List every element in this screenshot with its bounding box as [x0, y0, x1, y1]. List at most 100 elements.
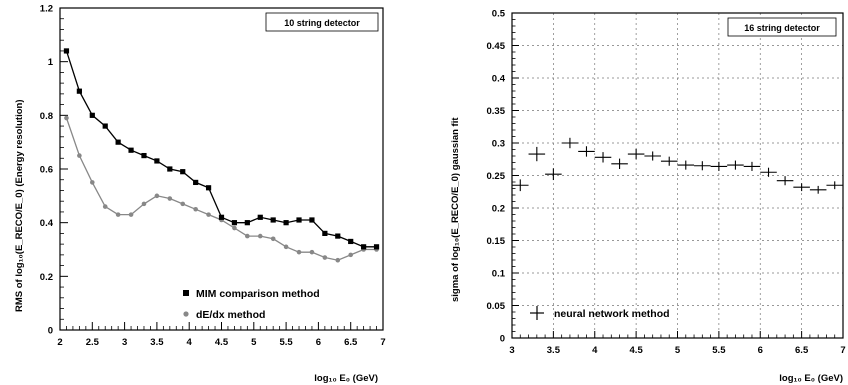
data-point [309, 217, 315, 223]
y-axis-label: RMS of log₁₀(E_RECO/E_0) (Energy resolut… [14, 100, 25, 312]
data-point [270, 217, 276, 223]
x-tick-label: 3 [122, 337, 127, 348]
y-tick-label: 1.2 [40, 4, 53, 15]
y-tick-label: 0.5 [492, 9, 506, 20]
x-tick-label: 7 [380, 337, 385, 348]
data-point [77, 153, 82, 158]
series-line-1 [65, 117, 377, 261]
y-tick-label: 0.05 [487, 301, 506, 312]
y-tick-label: 0.15 [487, 236, 506, 247]
title-box-frame [727, 17, 837, 37]
x-tick-label: 3.5 [547, 345, 561, 356]
data-point [64, 115, 69, 121]
legend-label: neural network method [554, 308, 670, 320]
data-point [361, 244, 367, 250]
x-tick-label: 2 [57, 337, 62, 348]
data-point [76, 88, 82, 94]
data-point [128, 147, 134, 153]
data-point [322, 230, 328, 236]
x-tick-label: 2.5 [86, 337, 100, 348]
chart-1: 3 3.5 4 4.5 5 5.5 6 6.5 7 0 0.05 0.1 0.15 0.2 0.25 0.3 0… [450, 9, 846, 385]
x-tick-label: 6 [758, 345, 763, 356]
x-axis-label: log₁₀ E₀ (GeV) [314, 373, 378, 384]
legend-marker-mim [183, 290, 189, 296]
y-tick-label: 0.25 [487, 171, 506, 182]
data-point [218, 214, 225, 220]
data-point [348, 252, 354, 258]
data-point [335, 257, 341, 263]
x-tick-label: 6 [316, 337, 321, 348]
data-point [244, 220, 250, 226]
legend: neural network method [530, 306, 670, 320]
y-tick-label: 0.4 [40, 218, 54, 229]
x-tick-label: 3 [509, 345, 514, 356]
data-point [245, 233, 250, 239]
legend: MIM comparison method dE/dx method [183, 288, 320, 321]
x-tick-label: 5 [251, 337, 257, 348]
data-point [257, 214, 263, 220]
y-axis-label: sigma of log₁₀(E_RECO/E_0) gaussian fit [450, 117, 461, 302]
y-tick-label: 0.2 [40, 272, 53, 283]
data-point [283, 220, 289, 226]
data-point [270, 236, 276, 242]
x-axis-label: log₁₀ E₀ (GeV) [779, 373, 843, 384]
y-tick-label: 0.6 [40, 165, 53, 176]
data-point [167, 196, 173, 201]
title-box-frame [265, 12, 379, 32]
x-tick-label: 5.5 [279, 337, 293, 348]
data-point [283, 244, 289, 250]
y-tick-label: 0.45 [487, 41, 506, 52]
data-point [102, 123, 108, 129]
y-tick-label: 0.1 [492, 269, 506, 280]
x-tick-label: 7 [840, 345, 845, 356]
data-point [128, 212, 134, 217]
data-point [115, 212, 121, 217]
data-point [231, 220, 238, 226]
plot-frame [59, 7, 384, 331]
chart-0: 2 2.5 3 3.5 4 4.5 5 5.5 6 6.5 7 0 0.2 0.4 0.6 0.8 1 1.2 10… [14, 4, 386, 385]
data-point [115, 139, 121, 145]
data-point [335, 233, 341, 239]
data-point [180, 201, 186, 207]
chart-title-box: 10 string detector [265, 12, 379, 32]
y-tick-label: 0 [48, 326, 53, 337]
x-tick-label: 6.5 [795, 345, 809, 356]
y-tick-label: 0.3 [492, 139, 505, 150]
legend-marker-dedx [183, 311, 189, 317]
legend-label: MIM comparison method [196, 288, 320, 300]
data-point [257, 233, 263, 239]
data-point [232, 225, 237, 231]
data-point [205, 185, 212, 191]
data-point [373, 244, 380, 250]
data-point [348, 238, 354, 245]
data-point [89, 112, 95, 118]
x-tick-label: 4.5 [630, 345, 644, 356]
y-tick-label: 0.8 [40, 111, 53, 122]
y-tick-label: 0.35 [487, 106, 506, 117]
data-point [167, 166, 173, 172]
data-point [102, 204, 108, 209]
y-tick-label: 1 [48, 57, 54, 68]
legend-label: dE/dx method [196, 309, 265, 321]
chart-title: 16 string detector [744, 23, 820, 33]
data-point [141, 201, 147, 207]
y-tick-label: 0.2 [492, 204, 505, 215]
y-tick-label: 0.4 [492, 74, 506, 85]
data-point [141, 152, 147, 159]
data-point [154, 193, 160, 199]
x-tick-label: 4 [592, 345, 598, 356]
data-point [63, 48, 70, 54]
x-tick-label: 3.5 [150, 337, 164, 348]
chart-title-box: 16 string detector [727, 17, 837, 37]
chart-title: 10 string detector [284, 18, 360, 28]
y-tick-label: 0 [500, 334, 505, 345]
x-tick-label: 4 [187, 337, 193, 348]
x-tick-label: 5 [675, 345, 681, 356]
x-tick-label: 5.5 [712, 345, 726, 356]
data-point [296, 217, 302, 223]
data-point [154, 158, 160, 164]
data-point [296, 249, 302, 255]
data-point [180, 169, 186, 175]
x-tick-label: 6.5 [344, 337, 358, 348]
